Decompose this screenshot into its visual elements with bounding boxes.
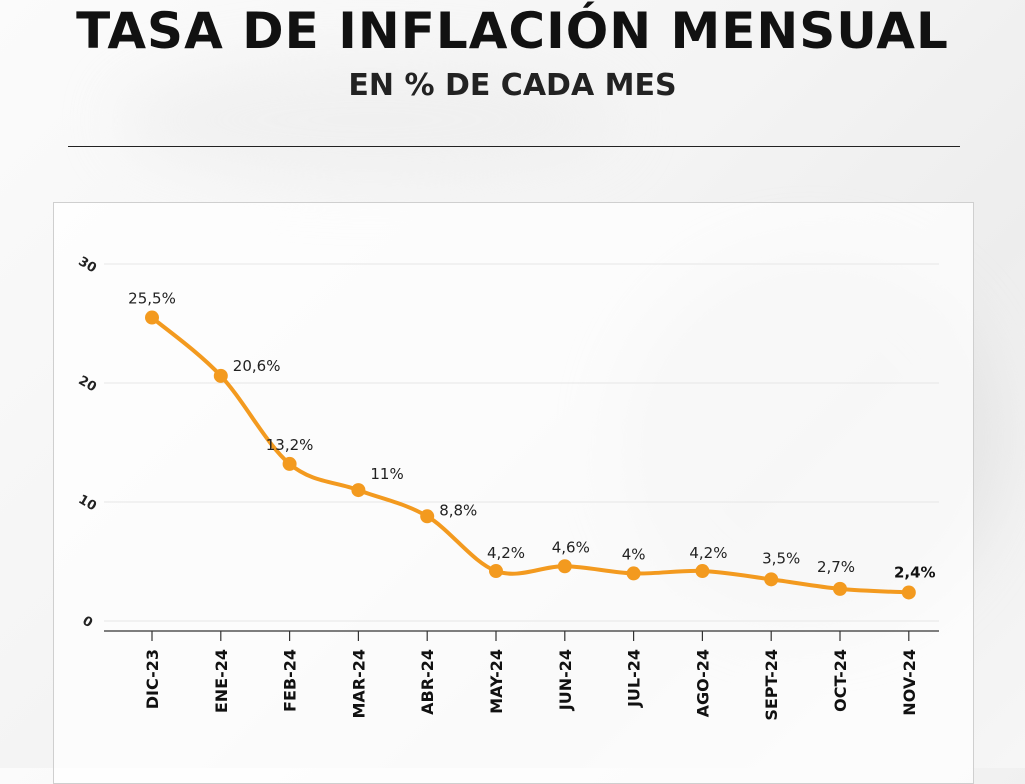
data-point: [213, 368, 228, 383]
x-tick-label: ABR-24: [418, 649, 437, 715]
x-tick-label: NOV-24: [900, 649, 919, 716]
y-tick-label: 10: [76, 492, 99, 514]
data-label: 13,2%: [266, 436, 314, 454]
y-tick-label: 30: [76, 254, 99, 276]
page-subtitle: EN % DE CADA MES: [348, 68, 677, 103]
data-point: [489, 564, 503, 579]
data-point: [626, 566, 641, 581]
data-label: 25,5%: [128, 290, 176, 308]
x-tick-label: OCT-24: [831, 649, 850, 712]
data-point: [557, 559, 572, 574]
y-tick-label: 20: [76, 373, 99, 395]
data-label: 4,2%: [689, 544, 727, 562]
data-point: [695, 564, 710, 579]
data-label: 11%: [370, 465, 403, 483]
data-label: 4,6%: [552, 538, 590, 556]
x-tick-label: MAR-24: [349, 649, 368, 719]
x-tick-label: JUL-24: [625, 649, 644, 708]
x-tick-label: DIC-23: [143, 649, 162, 709]
data-point: [833, 581, 847, 596]
x-tick-label: AGO-24: [693, 649, 712, 717]
x-tick-label: JUN-24: [556, 649, 575, 711]
data-point: [282, 456, 297, 471]
data-label: 2,4%: [894, 563, 936, 581]
x-tick-label: FEB-24: [281, 649, 300, 712]
title-divider: [68, 146, 960, 147]
data-point: [764, 572, 779, 587]
data-label: 4,2%: [487, 544, 525, 562]
x-tick-label: SEPT-24: [762, 649, 781, 721]
line-chart: 0 10 20 30 DIC-23 ENE-24 FEB-24 MAR-24 ABR-24 MAY…: [76, 254, 939, 721]
data-label: 8,8%: [439, 501, 477, 519]
data-label: 2,7%: [817, 558, 855, 576]
data-label: 4%: [622, 545, 646, 563]
chart-card: 0 10 20 30 DIC-23 ENE-24 FEB-24 MAR-24 ABR-24 MAY…: [53, 202, 974, 784]
x-tick-label: MAY-24: [487, 649, 506, 714]
data-point: [901, 585, 916, 600]
y-tick-label: 0: [80, 614, 95, 632]
page-title: TASA DE INFLACIÓN MENSUAL: [76, 2, 949, 60]
data-label: 3,5%: [762, 549, 800, 567]
x-tick-label: ENE-24: [212, 649, 231, 713]
data-point: [351, 483, 366, 498]
data-point: [420, 509, 435, 524]
data-label: 20,6%: [233, 357, 281, 375]
data-point: [145, 310, 159, 325]
